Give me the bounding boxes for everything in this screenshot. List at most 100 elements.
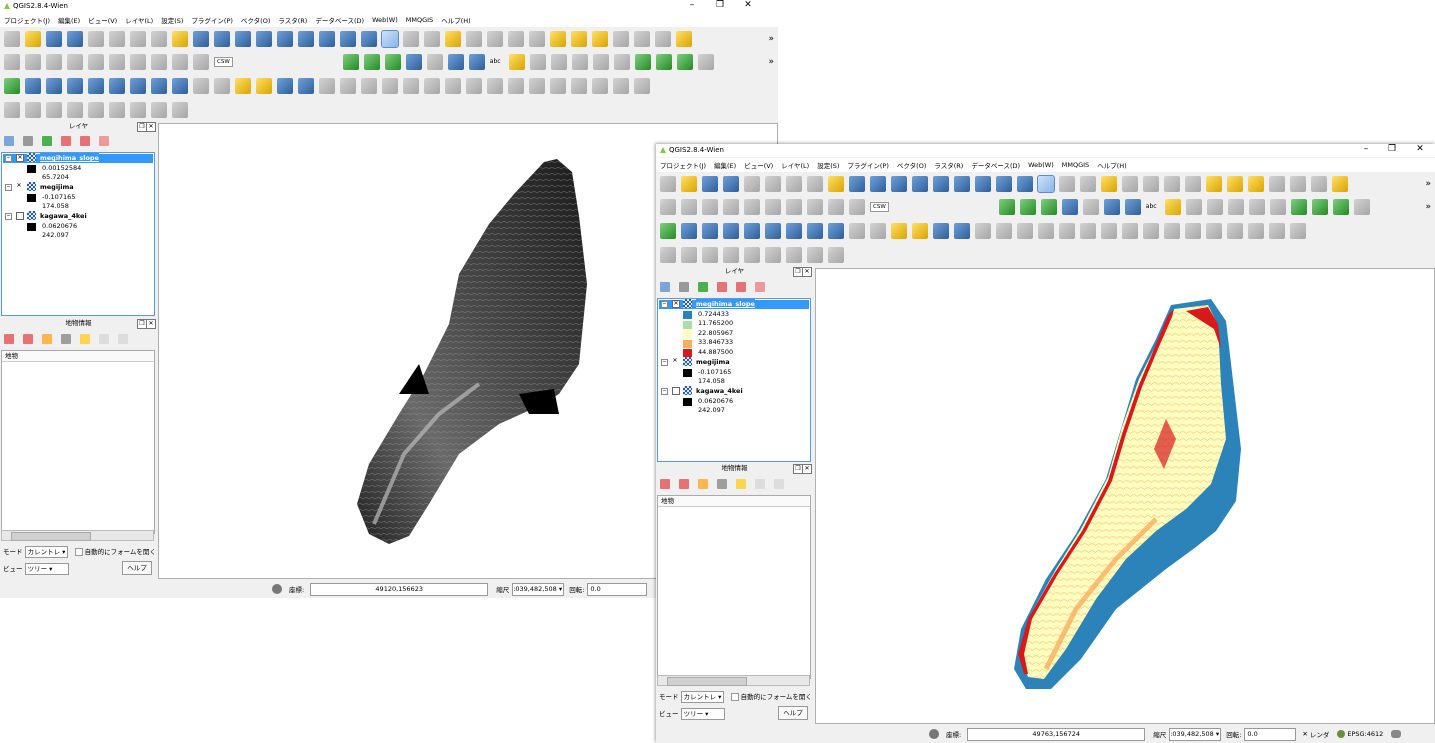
layer-checkbox[interactable]: ✕ (672, 300, 680, 308)
merge-attributes-icon[interactable] (1269, 222, 1285, 239)
split-parts-icon[interactable] (571, 77, 587, 94)
add-feature-icon[interactable] (723, 198, 739, 215)
label-tool-icon[interactable] (1164, 198, 1181, 215)
identify-icon[interactable] (381, 29, 399, 48)
menu-edit[interactable]: 編集(E) (714, 162, 737, 170)
whats-this-icon[interactable] (975, 222, 991, 239)
add-oracle-icon[interactable] (447, 53, 464, 70)
stretch-icon[interactable] (655, 53, 672, 70)
close-panel-icon[interactable]: ✕ (146, 122, 156, 132)
pin-label-icon[interactable] (529, 53, 546, 70)
settings-icon[interactable] (774, 479, 784, 489)
rotate-label-icon[interactable] (592, 53, 609, 70)
print-icon[interactable] (755, 479, 765, 489)
merge-icon[interactable] (765, 222, 781, 239)
offset-icon[interactable] (786, 222, 802, 239)
increase-brightness-icon[interactable] (1353, 198, 1370, 215)
advanced-digitize-icon[interactable] (340, 77, 356, 94)
collapse-icon[interactable]: − (661, 388, 668, 395)
globe-icon[interactable] (151, 77, 167, 94)
messages-icon[interactable] (1391, 730, 1402, 738)
layer-tool-8-icon[interactable] (151, 101, 167, 118)
grid-icon[interactable] (681, 222, 697, 239)
layer-tool-5-icon[interactable] (744, 246, 760, 263)
add-oracle-icon[interactable] (1103, 198, 1120, 215)
view-select[interactable]: ツリー ▾ (24, 563, 69, 575)
digitize-icon[interactable] (702, 222, 718, 239)
menu-view[interactable]: ビュー(V) (744, 162, 774, 170)
coordinate-capture-icon[interactable] (1311, 175, 1327, 192)
current-edits-icon[interactable] (25, 53, 41, 70)
label-abc-icon[interactable]: abc (1145, 203, 1157, 210)
add-ring-icon[interactable] (445, 77, 461, 94)
coordinate-toggle-icon[interactable] (272, 584, 282, 594)
refresh-icon[interactable] (1017, 175, 1033, 192)
menu-raster[interactable]: ラスタ(R) (934, 162, 964, 170)
refresh-icon[interactable] (361, 30, 377, 47)
collapse-icon[interactable]: − (661, 301, 668, 308)
python-icon[interactable] (912, 222, 928, 239)
add-feature-icon[interactable] (67, 53, 83, 70)
layer-tool-1-icon[interactable] (4, 101, 20, 118)
csw-icon[interactable]: CSW (214, 56, 233, 67)
expand-all-icon[interactable] (61, 136, 71, 146)
csw-icon[interactable]: CSW (870, 201, 889, 212)
toolbar-overflow-icon[interactable]: » (768, 56, 774, 67)
offset-curve-icon[interactable] (1206, 222, 1222, 239)
close-icon[interactable]: ✕ (744, 0, 752, 10)
menu-edit[interactable]: 編集(E) (58, 17, 81, 25)
filter-icon[interactable] (42, 136, 52, 146)
layer-tool-3-icon[interactable] (46, 101, 62, 118)
add-mssql-icon[interactable] (1082, 198, 1099, 215)
menu-web[interactable]: Web(W) (372, 16, 398, 24)
collapse-all-icon[interactable] (736, 282, 746, 292)
show-label-icon[interactable] (1206, 198, 1223, 215)
help-book-icon[interactable] (298, 77, 314, 94)
identify-icon[interactable] (1037, 174, 1055, 193)
fill-ring-icon[interactable] (1143, 222, 1159, 239)
text-annotation-icon[interactable] (1269, 175, 1285, 192)
help-button[interactable]: ヘルプ (122, 561, 152, 575)
mode-select[interactable]: カレントレ ▾ (680, 691, 725, 703)
close-panel-icon[interactable]: ✕ (802, 464, 812, 474)
layer-name-megijima[interactable]: megijima (696, 358, 730, 366)
close-panel-icon[interactable]: ✕ (802, 267, 812, 277)
map-tips-icon[interactable] (1206, 175, 1222, 192)
toggle-edit-icon[interactable] (4, 53, 20, 70)
cut-icon[interactable] (151, 53, 167, 70)
manage-visibility-icon[interactable] (679, 282, 689, 292)
expand-all-icon[interactable] (717, 282, 727, 292)
layer-name-slope[interactable]: megihima_slope (696, 299, 755, 309)
plugin-icon[interactable] (1332, 175, 1348, 192)
menu-plugins[interactable]: プラグイン(P) (191, 17, 233, 25)
crs-globe-icon[interactable] (1337, 730, 1346, 738)
simplify-icon[interactable] (424, 77, 440, 94)
crosshair-icon[interactable] (1290, 175, 1306, 192)
menu-help[interactable]: ヘルプ(H) (1097, 162, 1127, 170)
delete-part-icon[interactable] (529, 77, 545, 94)
digitize-icon[interactable] (46, 77, 62, 94)
layer-tool-9-icon[interactable] (828, 246, 844, 263)
stretch-icon[interactable] (1311, 198, 1328, 215)
attribute-table-icon[interactable] (1143, 175, 1159, 192)
open-table-icon[interactable] (235, 77, 251, 94)
menu-settings[interactable]: 設定(S) (161, 17, 184, 25)
scroll-thumb[interactable] (667, 677, 747, 686)
copy-feature-icon[interactable] (736, 479, 746, 489)
change-label-icon[interactable] (1269, 198, 1286, 215)
print-composer-icon[interactable] (88, 30, 104, 47)
expand-new-icon[interactable] (698, 479, 708, 489)
view-select[interactable]: ツリー ▾ (680, 708, 725, 720)
bookmark-icon[interactable] (1227, 175, 1243, 192)
save-as-icon[interactable] (67, 30, 83, 47)
delete-selected-icon[interactable] (130, 53, 146, 70)
delete-ring-icon[interactable] (1164, 222, 1180, 239)
save-edits-icon[interactable] (46, 53, 62, 70)
layer-checkbox[interactable]: ✕ (672, 357, 678, 364)
composer-manager-icon[interactable] (109, 30, 125, 47)
label-abc-icon[interactable]: abc (489, 58, 501, 65)
save-edits-icon[interactable] (702, 198, 718, 215)
add-vector-icon[interactable] (342, 53, 359, 70)
open-table-icon[interactable] (891, 222, 907, 239)
reshape-icon[interactable] (67, 77, 83, 94)
